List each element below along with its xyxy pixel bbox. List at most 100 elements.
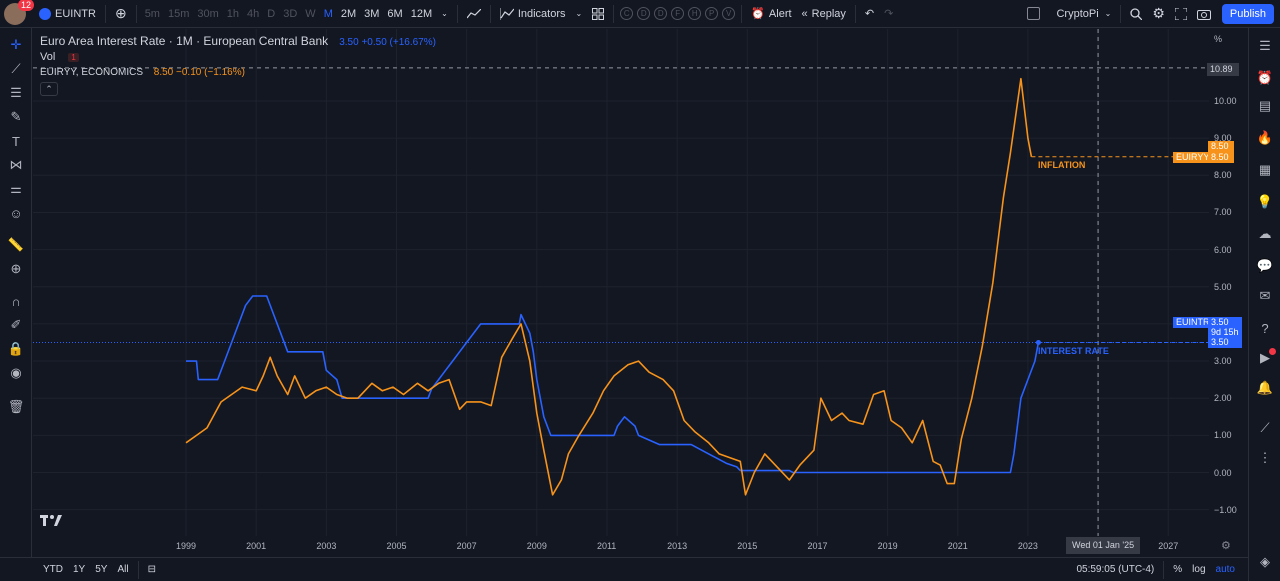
timeframe-3m[interactable]: 3M: [364, 7, 380, 20]
timeframe-w[interactable]: W: [305, 7, 316, 20]
log-scale-toggle[interactable]: log: [1192, 564, 1206, 575]
redo-button[interactable]: ↷: [879, 0, 898, 28]
axis-settings-gear-icon[interactable]: ⚙: [1221, 540, 1231, 552]
timeframe-15m[interactable]: 15m: [167, 7, 190, 20]
chat-icon[interactable]: 💬: [1256, 258, 1274, 273]
indicator-template-c[interactable]: C: [620, 7, 634, 20]
watchlist-icon[interactable]: ☰: [1259, 38, 1271, 53]
streams-icon[interactable]: ☁: [1258, 226, 1272, 241]
inflation-annotation[interactable]: INFLATION: [1038, 160, 1086, 170]
indicator-template-h[interactable]: H: [688, 7, 702, 20]
timeframe-1h[interactable]: 1h: [226, 7, 240, 20]
timeframe-5m[interactable]: 5m: [144, 7, 160, 20]
auto-scale-toggle[interactable]: auto: [1215, 564, 1235, 575]
time-tick-label: 2027: [1158, 541, 1179, 551]
undo-icon: ↶: [864, 8, 875, 20]
brush-icon[interactable]: ✎: [10, 109, 22, 124]
chart-type-button[interactable]: [462, 0, 486, 28]
indicators-dropdown[interactable]: ⌄: [571, 0, 588, 28]
indicator-template-d[interactable]: D: [637, 7, 651, 20]
fullscreen-button[interactable]: [1170, 0, 1192, 28]
play-icon[interactable]: ▶: [1260, 350, 1270, 365]
indicator-template-v[interactable]: V: [722, 7, 736, 20]
indicators-button[interactable]: Indicators: [495, 0, 571, 28]
redo-icon: ↷: [884, 8, 894, 20]
time-tick-label: 2005: [386, 541, 407, 551]
trash-icon[interactable]: 🗑: [7, 399, 25, 414]
timeframe-m[interactable]: M: [323, 7, 333, 20]
interest-rate-annotation[interactable]: INTEREST RATE: [1038, 346, 1109, 356]
price-axis-unit: %: [1214, 34, 1223, 44]
indicator-template-f[interactable]: F: [671, 7, 685, 20]
indicator-template-d[interactable]: D: [654, 7, 668, 20]
range-5y[interactable]: 5Y: [95, 564, 108, 575]
timeframe-d[interactable]: D: [267, 7, 276, 20]
percent-scale-toggle[interactable]: %: [1173, 564, 1183, 575]
data-window-icon[interactable]: ▤: [1258, 98, 1272, 113]
user-avatar[interactable]: 12: [4, 0, 34, 25]
indicator-template-p[interactable]: P: [705, 7, 719, 20]
timeframe-12m[interactable]: 12M: [410, 7, 433, 20]
replay-button[interactable]: « Replay: [797, 0, 851, 28]
prediction-icon[interactable]: ⚌: [10, 181, 22, 196]
alerts-clock-icon[interactable]: ⏰: [1256, 70, 1274, 85]
tv-logo-icon: [40, 515, 62, 526]
layout-selector[interactable]: CryptoPi ⌄: [1022, 0, 1116, 28]
magnet-icon[interactable]: ∩: [11, 293, 21, 309]
inflation-last-tag: 8.50: [1208, 152, 1234, 163]
range-1y[interactable]: 1Y: [73, 564, 86, 575]
symbol-search-button[interactable]: EUINTR: [34, 0, 101, 28]
price-tick-label: 10.00: [1214, 96, 1237, 106]
zoom-in-icon[interactable]: ⊕: [10, 261, 22, 276]
ideas-lightbulb-icon[interactable]: 💡: [1256, 194, 1274, 209]
ruler-icon[interactable]: 📏: [7, 237, 25, 252]
indicators-label: Indicators: [517, 7, 566, 20]
tradingview-logo[interactable]: [40, 515, 62, 530]
timeframe-3d[interactable]: 3D: [283, 7, 298, 20]
time-axis[interactable]: [33, 536, 1247, 556]
horizontal-lines-icon[interactable]: ☰: [10, 85, 22, 100]
compare-symbol-button[interactable]: ⊕: [110, 0, 132, 28]
eye-icon[interactable]: ◉: [10, 365, 22, 380]
pattern-icon[interactable]: ⋈: [9, 157, 23, 172]
messages-icon[interactable]: ✉: [1259, 288, 1271, 303]
price-axis[interactable]: %: [1209, 29, 1247, 536]
trend-line-icon[interactable]: ⟋: [11, 61, 21, 76]
notifications-bell-icon[interactable]: 🔔: [1256, 380, 1274, 395]
range-ytd[interactable]: YTD: [43, 564, 63, 575]
help-bulb-icon[interactable]: ?: [1261, 320, 1269, 336]
timeframe-4h[interactable]: 4h: [247, 7, 260, 20]
chart-pane[interactable]: [33, 29, 1209, 536]
time-tick-label: 1999: [176, 541, 197, 551]
divider: [489, 4, 491, 23]
layers-icon[interactable]: ◈: [1260, 554, 1270, 569]
text-tool-icon[interactable]: T: [12, 133, 20, 149]
timeframe-6m[interactable]: 6M: [387, 7, 403, 20]
crosshair-price-tag: 10.89: [1207, 63, 1239, 76]
alert-button[interactable]: ⏰ Alert: [746, 0, 796, 28]
goto-date-button[interactable]: ⊟: [143, 564, 161, 575]
rate-symbol-tag: EUINTR: [1173, 317, 1213, 328]
quick-search-button[interactable]: [1125, 0, 1147, 28]
lock-icon[interactable]: 🔒: [7, 341, 25, 356]
timeframe-2m[interactable]: 2M: [340, 7, 357, 20]
publish-button[interactable]: Publish: [1221, 3, 1274, 24]
settings-button[interactable]: ⚙: [1147, 0, 1170, 28]
lock-pencil-icon[interactable]: ✐: [10, 317, 22, 332]
timeframe-30m[interactable]: 30m: [197, 7, 219, 20]
collapse-legend-button[interactable]: ⌃: [40, 82, 58, 96]
emoji-icon[interactable]: ☺: [9, 205, 23, 221]
range-all[interactable]: All: [117, 564, 129, 575]
more-grid-icon[interactable]: ⋮: [1258, 450, 1272, 465]
camera-icon: [1196, 9, 1211, 20]
timeframe-dropdown[interactable]: ⌄: [436, 0, 453, 28]
layouts-button[interactable]: [587, 0, 609, 28]
snapshot-button[interactable]: [1192, 0, 1216, 28]
timezone-clock[interactable]: 05:59:05 (UTC-4): [1076, 564, 1155, 575]
crosshair-icon[interactable]: ✛: [10, 37, 22, 52]
time-tick-label: 2017: [807, 541, 828, 551]
hotlist-flame-icon[interactable]: 🔥: [1256, 130, 1274, 145]
trend-icon[interactable]: ⟋: [1260, 420, 1270, 435]
calendar-icon[interactable]: ▦: [1258, 162, 1272, 177]
undo-button[interactable]: ↶: [860, 0, 879, 28]
